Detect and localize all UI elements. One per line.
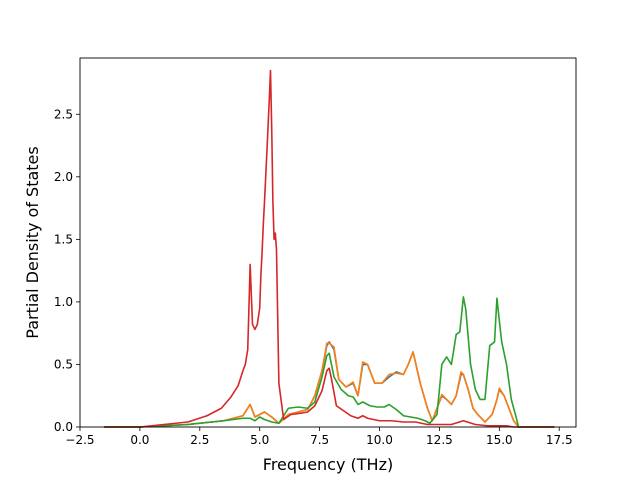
y-tick-label: 2.5 [54, 107, 73, 121]
series-line-2 [103, 342, 555, 428]
x-tick-label: 10.0 [366, 433, 393, 447]
y-axis-label: Partial Density of States [23, 146, 42, 338]
y-tick-label: 0.5 [54, 357, 73, 371]
series-line-4 [103, 69, 555, 428]
x-tick-label: 5.0 [250, 433, 269, 447]
x-tick-label: 17.5 [546, 433, 573, 447]
y-tick-label: 0.0 [54, 420, 73, 434]
x-tick-label: 15.0 [486, 433, 513, 447]
x-axis-label: Frequency (THz) [263, 455, 393, 474]
x-tick-label: 0.0 [130, 433, 149, 447]
ticks-layer: −2.5 0.0 2.5 5.0 7.5 10.0 12.5 15.0 17.50.00.51.… [54, 107, 573, 447]
x-tick-label: −2.5 [65, 433, 94, 447]
plot-area-frame [79, 57, 577, 428]
x-tick-label: 12.5 [426, 433, 453, 447]
series-line-3 [103, 296, 555, 428]
y-tick-label: 2.0 [54, 170, 73, 184]
x-tick-label: 2.5 [190, 433, 209, 447]
series-layer [103, 69, 555, 428]
y-tick-label: 1.5 [54, 232, 73, 246]
x-tick-label: 7.5 [310, 433, 329, 447]
y-tick-label: 1.0 [54, 295, 73, 309]
